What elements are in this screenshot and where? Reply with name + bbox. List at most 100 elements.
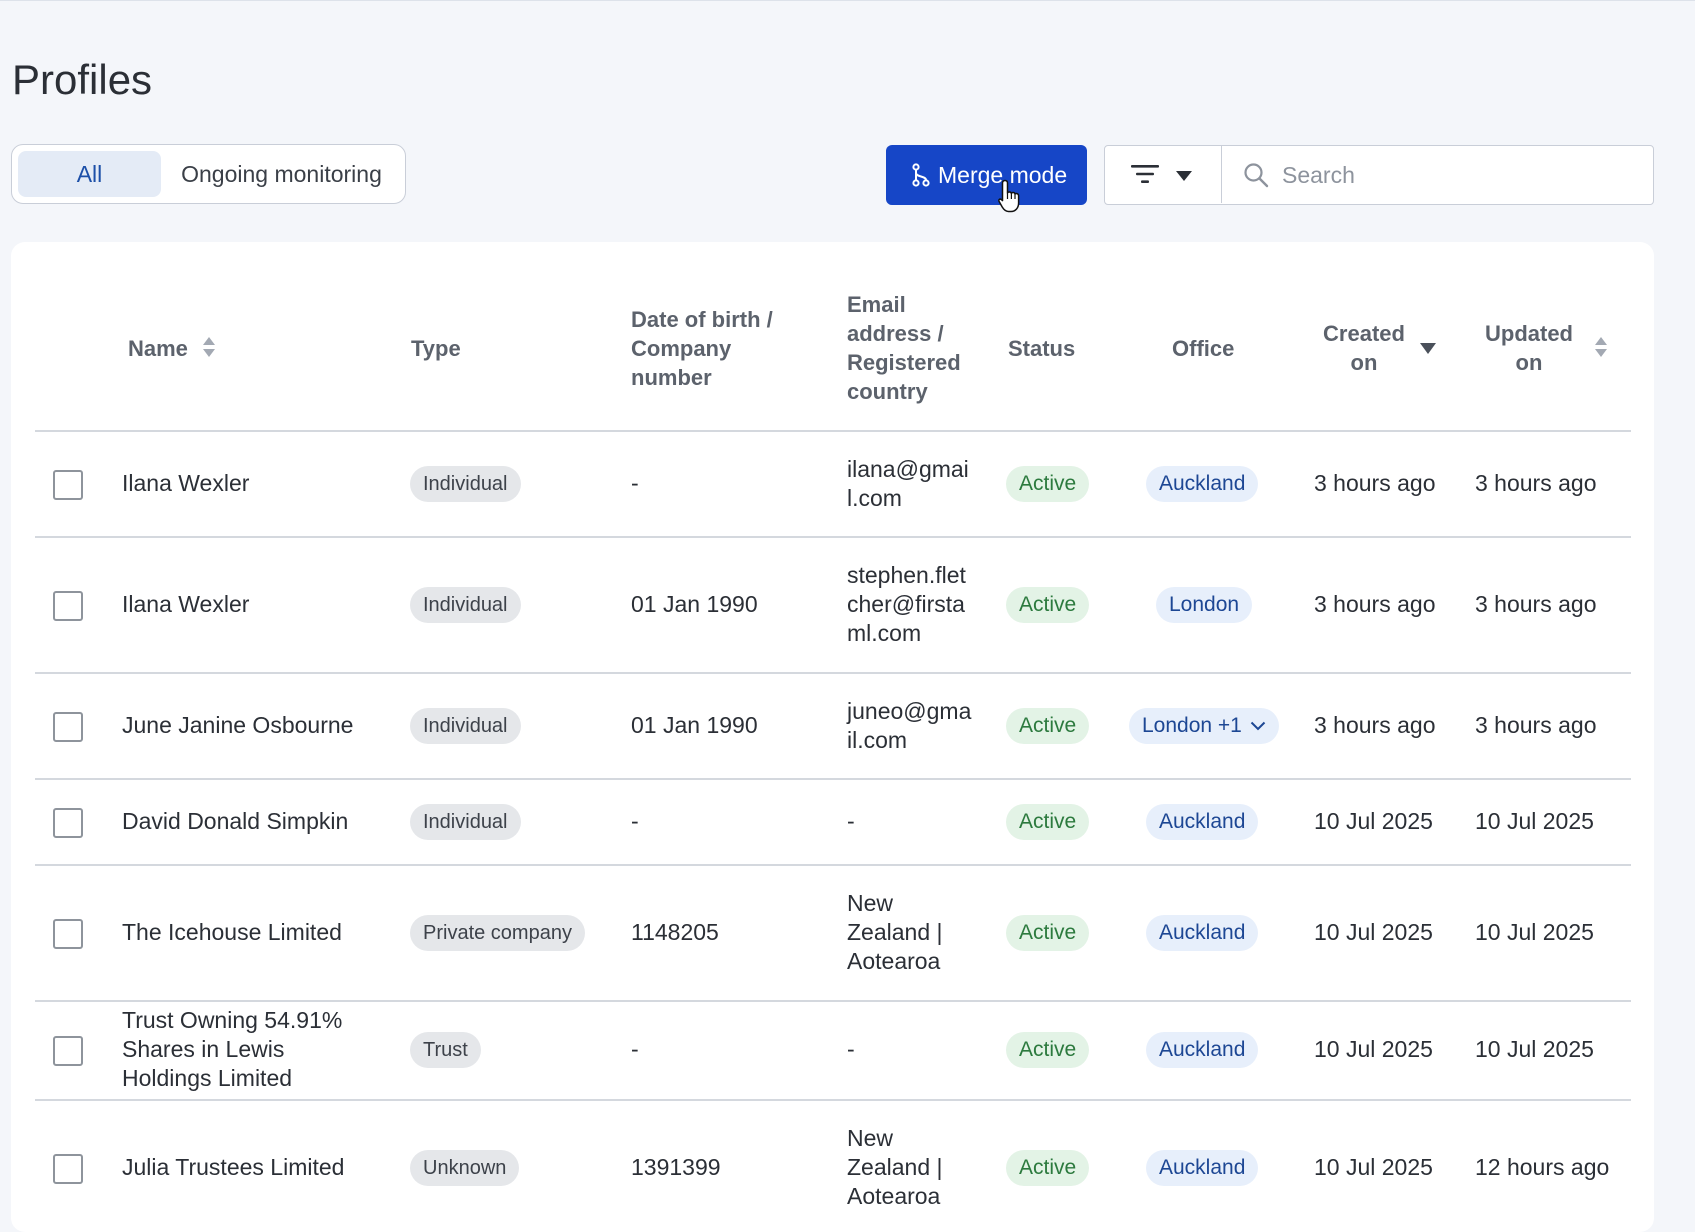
- header-line: Email: [847, 292, 906, 317]
- dob-cell: 01 Jan 1990: [631, 712, 758, 738]
- sort-desc-icon[interactable]: [1420, 343, 1436, 354]
- dob-cell: 1148205: [631, 919, 719, 945]
- column-header-office: Office: [1172, 336, 1235, 361]
- row-divider: [35, 1000, 1631, 1002]
- sort-icon[interactable]: [202, 337, 216, 359]
- name-line: Holdings Limited: [122, 1065, 293, 1091]
- row-checkbox[interactable]: [53, 712, 83, 742]
- profile-name[interactable]: Trust Owning 54.91% Shares in Lewis Hold…: [122, 1006, 342, 1093]
- created-cell: 10 Jul 2025: [1314, 919, 1433, 945]
- email-cell: New Zealand | Aotearoa: [847, 889, 942, 976]
- header-line: Created: [1323, 321, 1405, 346]
- email-line: -: [847, 808, 855, 834]
- row-divider: [35, 1099, 1631, 1101]
- office-badge: London: [1156, 587, 1253, 623]
- email-line: ilana@gmai: [847, 456, 969, 482]
- email-cell: New Zealand | Aotearoa: [847, 1124, 942, 1211]
- row-checkbox[interactable]: [53, 808, 83, 838]
- row-divider: [35, 536, 1631, 538]
- row-divider: [35, 430, 1631, 432]
- email-line: New: [847, 890, 894, 916]
- profile-name[interactable]: David Donald Simpkin: [122, 808, 349, 834]
- email-line: -: [847, 1036, 855, 1062]
- tab-all[interactable]: All: [18, 151, 161, 197]
- row-divider: [35, 864, 1631, 866]
- email-line: juneo@gma: [847, 698, 972, 724]
- type-badge: Unknown: [410, 1150, 520, 1186]
- email-cell: juneo@gma il.com: [847, 697, 971, 755]
- column-header-dob: Date of birth / Company number: [631, 305, 773, 392]
- column-header-created[interactable]: Created on: [1309, 319, 1419, 377]
- email-cell: ilana@gmai l.com: [847, 455, 969, 513]
- email-line: Zealand |: [847, 1154, 943, 1180]
- row-checkbox[interactable]: [53, 1036, 83, 1066]
- updated-cell: 10 Jul 2025: [1475, 808, 1594, 834]
- created-cell: 3 hours ago: [1314, 712, 1436, 738]
- status-badge: Active: [1006, 1032, 1090, 1068]
- row-checkbox[interactable]: [53, 1154, 83, 1184]
- email-line: il.com: [847, 727, 908, 753]
- profile-name[interactable]: Ilana Wexler: [122, 470, 250, 496]
- created-cell: 10 Jul 2025: [1314, 808, 1433, 834]
- row-divider: [35, 778, 1631, 780]
- created-cell: 3 hours ago: [1314, 470, 1436, 496]
- office-badge: Auckland: [1146, 915, 1259, 951]
- updated-cell: 10 Jul 2025: [1475, 919, 1594, 945]
- profile-name[interactable]: June Janine Osbourne: [122, 712, 354, 738]
- email-cell: stephen.flet cher@firsta ml.com: [847, 561, 966, 648]
- email-line: Aotearoa: [847, 948, 941, 974]
- row-checkbox[interactable]: [53, 591, 83, 621]
- header-line: Company: [631, 336, 732, 361]
- profile-name[interactable]: Julia Trustees Limited: [122, 1154, 345, 1180]
- name-line: Trust Owning 54.91%: [122, 1007, 343, 1033]
- header-line: address /: [847, 321, 944, 346]
- column-header-name[interactable]: Name: [128, 336, 188, 361]
- office-dropdown[interactable]: London +1: [1129, 708, 1279, 744]
- email-line: Zealand |: [847, 919, 943, 945]
- sort-icon[interactable]: [1594, 337, 1608, 359]
- type-badge: Private company: [410, 915, 585, 951]
- header-line: Updated: [1485, 321, 1573, 346]
- merge-icon: [912, 163, 930, 187]
- type-badge: Individual: [410, 804, 521, 840]
- created-cell: 10 Jul 2025: [1314, 1036, 1433, 1062]
- dob-cell: -: [631, 808, 639, 834]
- header-line: number: [631, 365, 712, 390]
- row-checkbox[interactable]: [53, 470, 83, 500]
- page-title: Profiles: [12, 56, 153, 103]
- profile-name[interactable]: The Icehouse Limited: [122, 919, 342, 945]
- email-line: Aotearoa: [847, 1183, 941, 1209]
- row-divider: [35, 672, 1631, 674]
- email-line: l.com: [847, 485, 902, 511]
- profiles-table-card: [11, 242, 1654, 1232]
- search-icon: [1244, 163, 1269, 188]
- column-header-type: Type: [411, 336, 461, 361]
- updated-cell: 10 Jul 2025: [1475, 1036, 1594, 1062]
- status-badge: Active: [1006, 708, 1090, 744]
- dob-cell: -: [631, 470, 639, 496]
- column-header-email: Email address / Registered country: [847, 290, 961, 406]
- email-line: cher@firsta: [847, 591, 965, 617]
- search-input[interactable]: [1280, 152, 1644, 198]
- header-line: country: [847, 379, 928, 404]
- column-header-updated[interactable]: Updated on: [1474, 319, 1584, 377]
- type-badge: Individual: [410, 466, 521, 502]
- profile-name[interactable]: Ilana Wexler: [122, 591, 250, 617]
- email-line: stephen.flet: [847, 562, 966, 588]
- type-badge: Individual: [410, 587, 521, 623]
- header-line: on: [1515, 350, 1543, 375]
- header-line: Registered: [847, 350, 961, 375]
- created-cell: 10 Jul 2025: [1314, 1154, 1433, 1180]
- merge-mode-button[interactable]: Merge mode: [886, 145, 1087, 205]
- row-checkbox[interactable]: [53, 919, 83, 949]
- updated-cell: 3 hours ago: [1475, 470, 1597, 496]
- created-cell: 3 hours ago: [1314, 591, 1436, 617]
- office-badge: Auckland: [1146, 466, 1259, 502]
- name-line: Shares in Lewis: [122, 1036, 285, 1062]
- tab-ongoing-monitoring[interactable]: Ongoing monitoring: [181, 161, 382, 187]
- updated-cell: 3 hours ago: [1475, 712, 1597, 738]
- office-badge: Auckland: [1146, 1150, 1259, 1186]
- filter-search-bar: [1104, 145, 1654, 205]
- dob-cell: 1391399: [631, 1154, 721, 1180]
- filter-button[interactable]: [1105, 146, 1222, 203]
